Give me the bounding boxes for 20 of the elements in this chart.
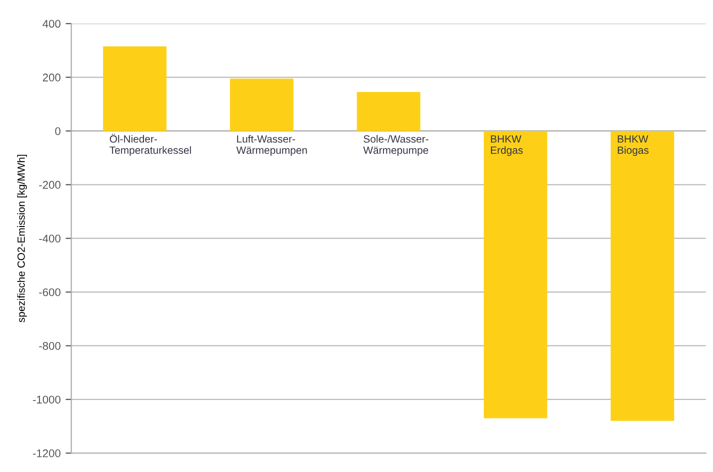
y-tick-label: -1000 [32,396,60,404]
x-tick-label: Luft-Wasser- Wärmepumpen [236,135,307,156]
x-tick-label: BHKW Erdgas [490,135,523,156]
y-tick-label: 400 [42,20,60,28]
y-tick-label: -1200 [32,449,60,458]
y-tick-label: -600 [39,288,60,296]
x-tick-label: Sole-/Wasser- Wärmepumpe [363,135,428,156]
y-tick-label: -800 [39,342,60,350]
bar [356,92,420,131]
y-tick-label: 200 [42,74,60,82]
bar [484,130,548,418]
x-tick-label: BHKW Biogas [618,135,649,156]
bar [610,130,674,421]
x-tick-label: Öl-Nieder- Temperaturkessel [110,134,191,156]
y-tick-label: -400 [39,234,60,242]
bar [103,46,166,131]
y-tick-label: 0 [55,127,60,136]
y-tick-label: -200 [39,180,60,189]
y-axis-title: spezifische CO2-Emission [kg/MWh] [17,154,27,322]
bar [230,78,294,131]
